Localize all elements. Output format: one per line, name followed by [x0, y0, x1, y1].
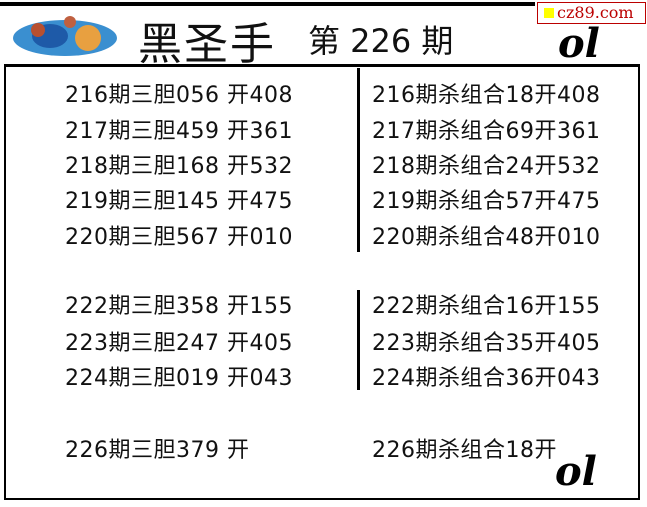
left-row: 224期三胆019 开043 — [65, 366, 293, 391]
right-row: 224期杀组合36开043 — [372, 366, 601, 391]
left-row: 223期三胆247 开405 — [65, 331, 293, 356]
left-row: 222期三胆358 开155 — [65, 294, 293, 319]
divider-2 — [357, 290, 360, 390]
right-row: 219期杀组合57开475 — [372, 189, 601, 214]
left-row: 220期三胆567 开010 — [65, 225, 293, 250]
right-row: 223期杀组合35开405 — [372, 331, 601, 356]
page-title: 黑圣手 — [138, 19, 276, 70]
right-row: 217期杀组合69开361 — [372, 119, 601, 144]
left-row: 218期三胆168 开532 — [65, 154, 293, 179]
decoration-bottom: ol — [555, 448, 597, 495]
left-row: 216期三胆056 开408 — [65, 83, 293, 108]
decoration-top: ol — [558, 20, 600, 67]
right-row: 216期杀组合18开408 — [372, 83, 601, 108]
right-row: 222期杀组合16开155 — [372, 294, 601, 319]
content-frame — [4, 64, 640, 500]
site-badge[interactable]: cz89.com — [537, 2, 646, 24]
divider-1 — [357, 68, 360, 252]
site-badge-text: cz89.com — [557, 3, 634, 22]
left-row: 219期三胆145 开475 — [65, 189, 293, 214]
left-row: 226期三胆379 开 — [65, 438, 250, 463]
yellow-square-icon — [544, 8, 554, 18]
issue-number: 第 226 期 — [308, 22, 454, 60]
left-row: 217期三胆459 开361 — [65, 119, 293, 144]
logo-image — [13, 16, 117, 56]
right-row: 218期杀组合24开532 — [372, 154, 601, 179]
right-row: 220期杀组合48开010 — [372, 225, 601, 250]
right-row: 226期杀组合18开 — [372, 438, 557, 463]
top-border — [0, 2, 535, 6]
